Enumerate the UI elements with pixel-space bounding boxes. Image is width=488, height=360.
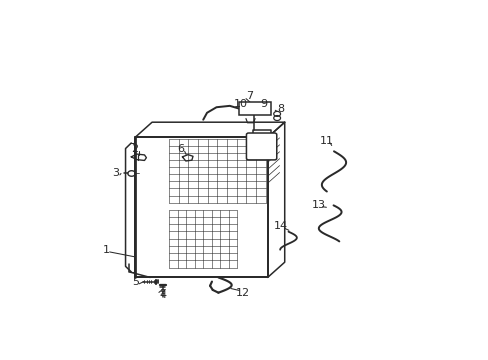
Text: 9: 9 xyxy=(260,99,267,109)
Text: 3: 3 xyxy=(112,168,120,177)
Text: 10: 10 xyxy=(234,99,247,109)
Text: 6: 6 xyxy=(177,144,184,154)
Text: 5: 5 xyxy=(132,276,139,287)
Text: 1: 1 xyxy=(102,245,109,255)
Text: 14: 14 xyxy=(273,221,287,231)
Text: 12: 12 xyxy=(236,288,249,298)
Text: 13: 13 xyxy=(311,199,325,210)
Text: 4: 4 xyxy=(159,290,166,300)
Text: 8: 8 xyxy=(277,104,284,114)
Bar xyxy=(239,102,271,115)
Text: 11: 11 xyxy=(319,136,333,146)
Text: 7: 7 xyxy=(246,91,253,102)
FancyBboxPatch shape xyxy=(246,133,276,160)
Text: 2: 2 xyxy=(131,144,138,154)
